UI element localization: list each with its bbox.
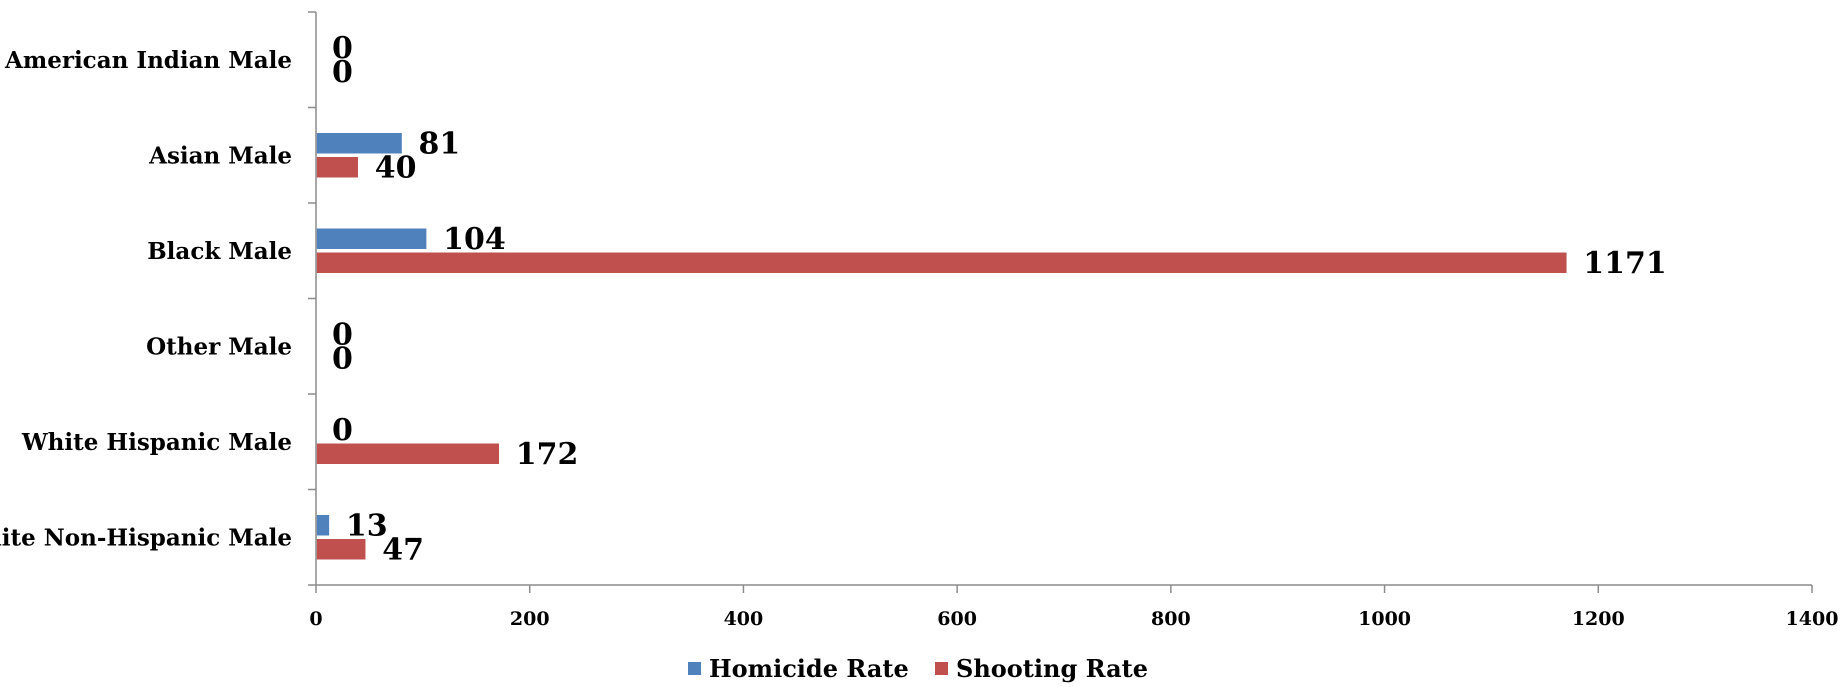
legend: Homicide Rate Shooting Rate [688, 654, 1148, 683]
x-tick-labels: 0 200 400 600 800 1000 1200 1400 [309, 608, 1838, 630]
category-label-white-hispanic-male: White Hispanic Male [21, 429, 292, 456]
x-tick-label-0: 0 [309, 608, 322, 630]
legend-label-homicide-rate: Homicide Rate [709, 654, 909, 683]
legend-label-shooting-rate: Shooting Rate [956, 654, 1148, 683]
data-label-homicide-rate-other-male: 0 [332, 317, 353, 352]
category-label-asian-male: Asian Male [148, 142, 292, 169]
category-labels: American Indian Male Asian Male Black Male… [0, 47, 292, 552]
data-label-shooting-rate-white-non-hispanic-male: 47 [382, 532, 424, 567]
x-tick-label-600: 600 [937, 608, 977, 630]
x-tick-label-1000: 1000 [1358, 608, 1411, 630]
x-tick-label-400: 400 [724, 608, 764, 630]
category-label-black-male: Black Male [147, 238, 292, 265]
x-tick-label-800: 800 [1151, 608, 1191, 630]
bar-homicide-rate-black-male [315, 227, 428, 251]
legend-swatch-homicide-rate [688, 662, 701, 675]
legend-swatch-shooting-rate [935, 662, 948, 675]
bar-shooting-rate-asian-male [315, 155, 360, 179]
data-label-homicide-rate-asian-male: 81 [419, 126, 461, 161]
data-label-homicide-rate-white-non-hispanic-male: 13 [346, 508, 388, 543]
data-label-shooting-rate-other-male: 0 [332, 341, 353, 376]
category-label-white-non-hispanic-male: White Non-Hispanic Male [0, 524, 292, 551]
x-tick-label-1200: 1200 [1572, 608, 1625, 630]
bar-homicide-rate-white-non-hispanic-male [315, 513, 331, 537]
data-label-homicide-rate-white-hispanic-male: 0 [332, 413, 353, 448]
x-tick-label-200: 200 [510, 608, 550, 630]
x-tick-label-1400: 1400 [1786, 608, 1839, 630]
axes [308, 11, 1813, 593]
bars [315, 131, 1569, 561]
data-label-shooting-rate-black-male: 1171 [1583, 246, 1667, 281]
data-label-homicide-rate-american-indian-male: 0 [332, 31, 353, 66]
category-label-other-male: Other Male [146, 333, 292, 360]
data-label-shooting-rate-asian-male: 40 [375, 150, 417, 185]
data-label-shooting-rate-white-hispanic-male: 172 [516, 437, 579, 472]
category-label-american-indian-male: American Indian Male [4, 47, 292, 74]
data-label-shooting-rate-american-indian-male: 0 [332, 55, 353, 90]
data-label-homicide-rate-black-male: 104 [443, 222, 506, 257]
